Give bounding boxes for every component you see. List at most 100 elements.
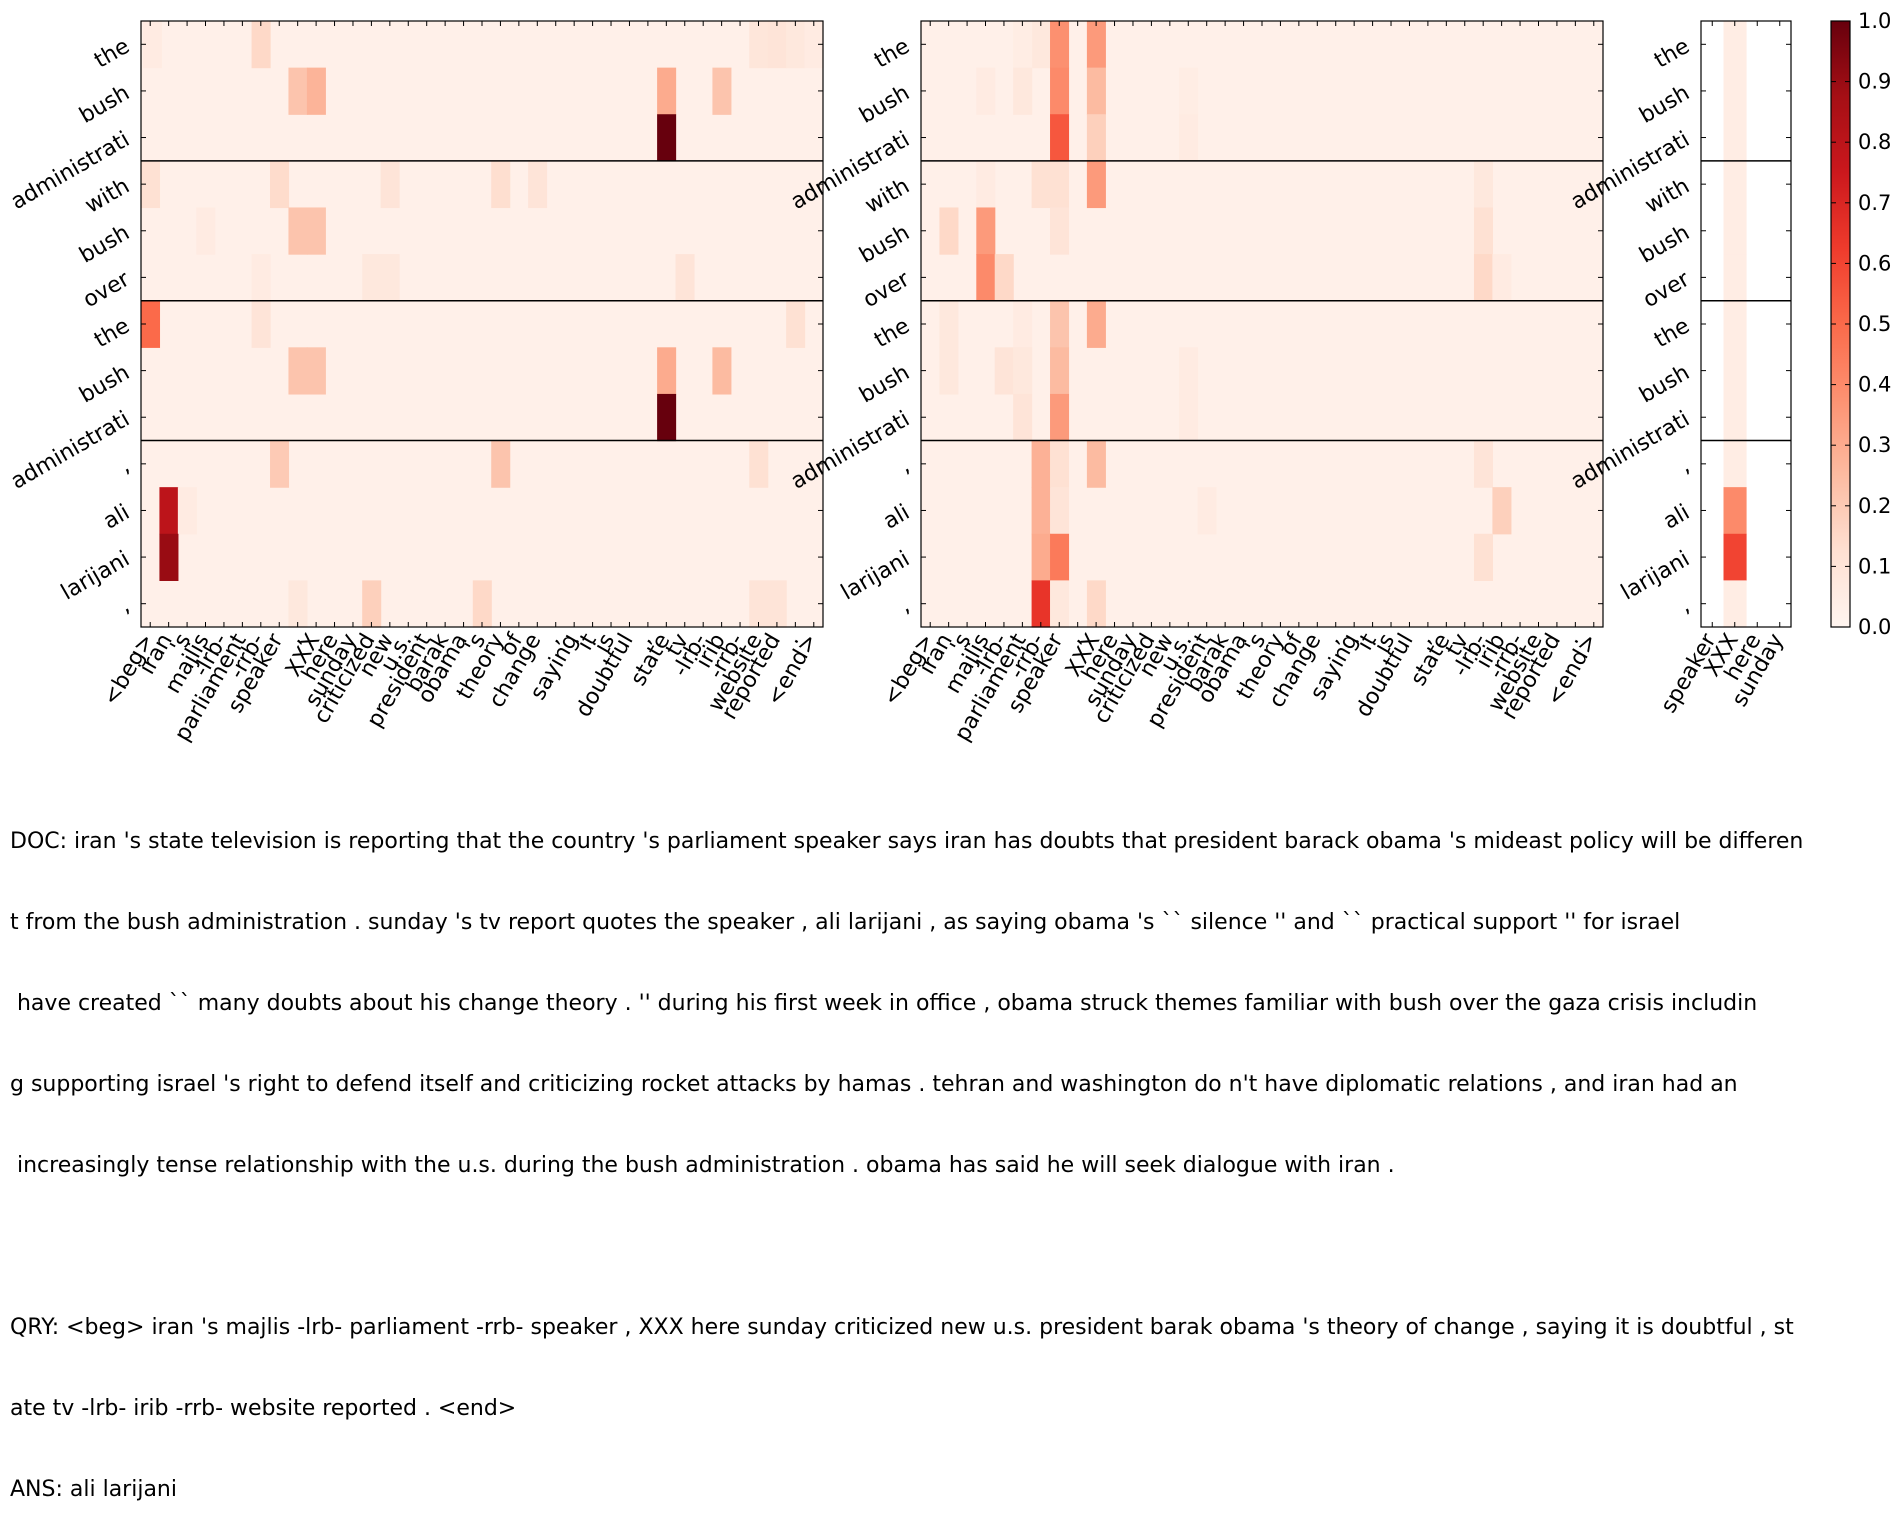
heatmap-cell: [767, 21, 787, 69]
attention-figure: thebushadministratiwithbushoverthebushad…: [7, 9, 1892, 746]
heatmap-cell: [712, 347, 732, 395]
heatmap-cell: [1050, 160, 1070, 209]
heatmap-cell: [1179, 347, 1199, 395]
heatmap-cell: [1086, 21, 1106, 69]
y-tick-label: ,: [895, 453, 914, 478]
heatmap-cell: [472, 580, 492, 628]
heatmap-cell: [939, 207, 959, 255]
heatmap-cell: [767, 580, 787, 628]
colorbar-tick-label: 0.5: [1858, 312, 1891, 336]
heatmap-cell: [1492, 487, 1512, 535]
heatmap-cell: [1723, 300, 1747, 348]
y-tick-label: bush: [1635, 360, 1694, 408]
colorbar-tick-label: 0.3: [1858, 433, 1891, 457]
y-tick-label: bush: [855, 360, 914, 408]
heatmap-cell: [1723, 347, 1747, 395]
heatmap-cell: [196, 207, 216, 255]
query-line: QRY: <beg> iran 's majlis -lrb- parliame…: [10, 1315, 1794, 1340]
heatmap-cell: [994, 254, 1014, 302]
heatmap-cell: [749, 440, 769, 488]
y-tick-label: the: [90, 314, 134, 354]
heatmap-cell: [749, 580, 769, 628]
doc-line: t from the bush administration . sunday …: [10, 910, 1681, 935]
heatmap-cell: [380, 254, 400, 302]
heatmap-cell: [288, 207, 308, 255]
heatmap-cell: [251, 21, 271, 69]
heatmap-cell: [1723, 487, 1747, 535]
doc-line: have created `` many doubts about his ch…: [10, 991, 1758, 1016]
heatmap-cell: [657, 393, 677, 442]
heatmap-cell: [939, 347, 959, 395]
heatmap-cell: [976, 254, 996, 302]
y-tick-label: bush: [1635, 220, 1694, 268]
heatmap-cell: [1492, 254, 1512, 302]
heatmap-cell: [380, 160, 400, 209]
heatmap-cell: [288, 67, 308, 115]
colorbar-tick-label: 0.0: [1858, 615, 1891, 639]
heatmap-cell: [1723, 21, 1747, 69]
heatmap-panel-2: thebushadministratiwithbushoverthebushad…: [787, 20, 1604, 746]
heatmap-cell: [1179, 114, 1199, 162]
heatmap-cell: [1031, 580, 1051, 628]
heatmap-cell: [251, 300, 271, 348]
y-tick-label: over: [1639, 266, 1695, 313]
heatmap-cell: [1013, 21, 1033, 69]
heatmap-cell: [1013, 300, 1033, 348]
heatmap-cell: [1723, 254, 1747, 302]
y-tick-label: the: [870, 34, 914, 74]
y-tick-label: ali: [1659, 500, 1694, 535]
heatmap-cell: [177, 487, 197, 535]
heatmap-cell: [1723, 533, 1747, 581]
heatmap-cell: [1086, 300, 1106, 348]
heatmap-cell: [1050, 533, 1070, 581]
heatmap-cell: [1086, 160, 1106, 209]
heatmap-cell: [141, 300, 161, 348]
heatmap-cell: [159, 533, 179, 581]
y-tick-label: bush: [855, 80, 914, 128]
y-tick-label: over: [79, 266, 135, 313]
y-tick-label: ,: [1675, 453, 1694, 478]
heatmap-cell: [491, 440, 511, 488]
colorbar: 0.0 0.1 0.2 0.3 0.4 0.5 0.6 0.7 0.8 0.9 1.0: [1830, 9, 1891, 639]
heatmap-cell: [1473, 254, 1493, 302]
heatmap-cell: [1031, 160, 1051, 209]
colorbar-tick-label: 0.4: [1858, 373, 1891, 397]
heatmap-cell: [1050, 393, 1070, 442]
colorbar-tick-label: 0.2: [1858, 494, 1891, 518]
heatmap-cell: [1086, 580, 1106, 628]
y-tick-label: the: [1650, 34, 1694, 74]
heatmap-cell: [657, 67, 677, 115]
y-tick-label: bush: [75, 360, 134, 408]
heatmap-cell: [1473, 533, 1493, 581]
heatmap-cell: [306, 207, 326, 255]
heatmap-cell: [1050, 207, 1070, 255]
heatmap-cell: [786, 21, 806, 69]
heatmap-cell: [251, 254, 271, 302]
y-tick-label: ,: [1675, 593, 1694, 618]
heatmap-cell: [1723, 114, 1747, 162]
heatmap-panel-1: thebushadministratiwithbushoverthebushad…: [7, 20, 824, 746]
heatmap-cell: [1031, 487, 1051, 535]
heatmap-cell: [1031, 440, 1051, 488]
heatmap-cell: [1473, 207, 1493, 255]
heatmap-cell: [749, 21, 769, 69]
colorbar-tick-label: 0.6: [1858, 251, 1891, 275]
heatmap-cell: [159, 487, 179, 535]
heatmap-cell: [1013, 347, 1033, 395]
heatmap-cell: [1050, 114, 1070, 162]
heatmap-cell: [1473, 440, 1493, 488]
heatmap-cell: [306, 67, 326, 115]
heatmap-cell: [233, 21, 253, 69]
heatmap-cell: [1723, 393, 1747, 442]
heatmap-cell: [1473, 160, 1493, 209]
heatmap-cell: [528, 160, 548, 209]
y-tick-label: over: [859, 266, 915, 313]
y-tick-label: with: [81, 174, 134, 219]
colorbar-tick-label: 0.1: [1858, 554, 1891, 578]
heatmap-cell: [1050, 21, 1070, 69]
heatmap-cell: [994, 347, 1014, 395]
heatmap-cell: [491, 160, 511, 209]
heatmap-cell: [1050, 440, 1070, 488]
heatmap-cell: [270, 440, 290, 488]
colorbar-tick-label: 0.8: [1858, 130, 1891, 154]
